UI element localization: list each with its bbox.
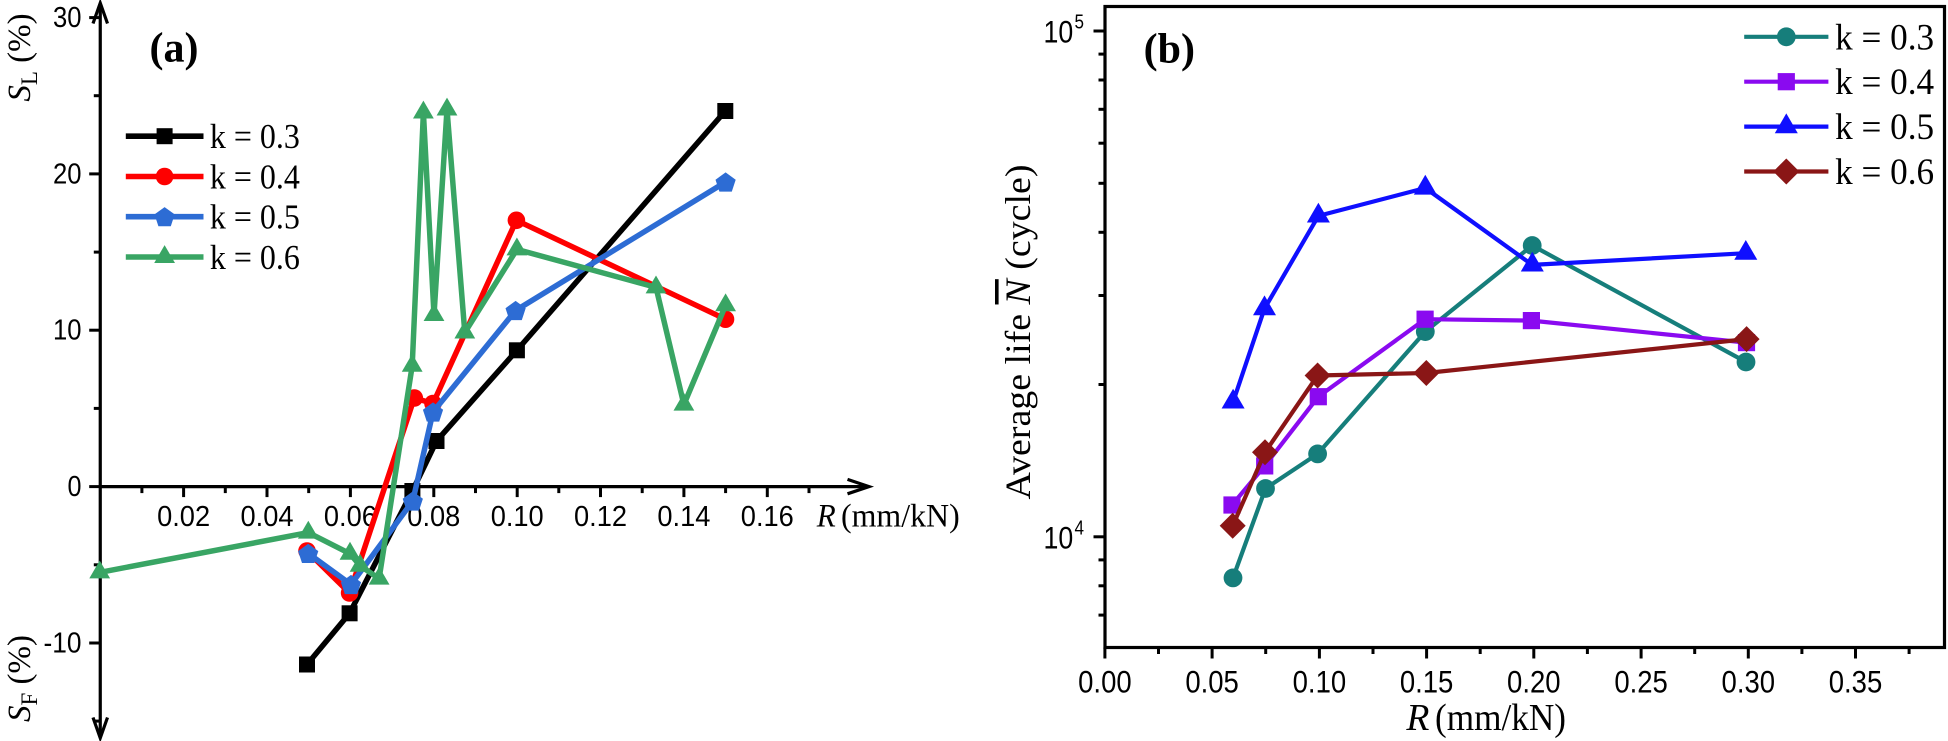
svg-text:0: 0 bbox=[68, 471, 82, 503]
svg-text:10: 10 bbox=[53, 315, 82, 347]
svg-text:k = 0.3: k = 0.3 bbox=[210, 117, 300, 156]
svg-text:10: 10 bbox=[1044, 14, 1074, 50]
svg-text:0.02: 0.02 bbox=[157, 501, 210, 533]
svg-text:0.00: 0.00 bbox=[1078, 664, 1132, 700]
svg-text:0.04: 0.04 bbox=[241, 501, 294, 533]
svg-text:4: 4 bbox=[1075, 517, 1085, 539]
svg-text:k = 0.6: k = 0.6 bbox=[210, 238, 300, 277]
svg-text:0.25: 0.25 bbox=[1614, 664, 1668, 700]
svg-text:(mm/kN): (mm/kN) bbox=[1435, 697, 1566, 739]
svg-text:0.35: 0.35 bbox=[1829, 664, 1883, 700]
svg-text:(mm/kN): (mm/kN) bbox=[841, 499, 960, 535]
svg-text:R: R bbox=[816, 499, 836, 535]
svg-text:R: R bbox=[1405, 697, 1429, 739]
svg-text:(b): (b) bbox=[1144, 27, 1195, 73]
svg-text:k = 0.6: k = 0.6 bbox=[1835, 152, 1934, 193]
svg-text:0.14: 0.14 bbox=[657, 501, 710, 533]
svg-text:k = 0.4: k = 0.4 bbox=[1835, 62, 1934, 103]
svg-text:k = 0.5: k = 0.5 bbox=[210, 198, 300, 237]
svg-text:0.12: 0.12 bbox=[574, 501, 627, 533]
svg-text:0.06: 0.06 bbox=[324, 501, 377, 533]
svg-text:k = 0.3: k = 0.3 bbox=[1835, 17, 1934, 58]
svg-text:-10: -10 bbox=[44, 627, 82, 659]
svg-text:0.05: 0.05 bbox=[1185, 664, 1239, 700]
svg-text:Average life N (cycle): Average life N (cycle) bbox=[998, 165, 1038, 500]
svg-text:0.16: 0.16 bbox=[741, 501, 794, 533]
svg-text:SL (%): SL (%) bbox=[2, 13, 42, 101]
svg-text:20: 20 bbox=[53, 158, 82, 190]
svg-text:k = 0.5: k = 0.5 bbox=[1835, 107, 1934, 148]
svg-text:k = 0.4: k = 0.4 bbox=[210, 158, 300, 197]
svg-text:SF (%): SF (%) bbox=[2, 635, 42, 722]
svg-text:30: 30 bbox=[53, 2, 82, 34]
svg-text:0.10: 0.10 bbox=[491, 501, 544, 533]
svg-text:0.20: 0.20 bbox=[1507, 664, 1561, 700]
svg-text:0.15: 0.15 bbox=[1400, 664, 1454, 700]
svg-text:0.30: 0.30 bbox=[1722, 664, 1776, 700]
svg-text:10: 10 bbox=[1044, 519, 1074, 555]
svg-text:(a): (a) bbox=[150, 25, 199, 71]
svg-text:0.10: 0.10 bbox=[1293, 664, 1347, 700]
svg-text:5: 5 bbox=[1075, 12, 1085, 34]
